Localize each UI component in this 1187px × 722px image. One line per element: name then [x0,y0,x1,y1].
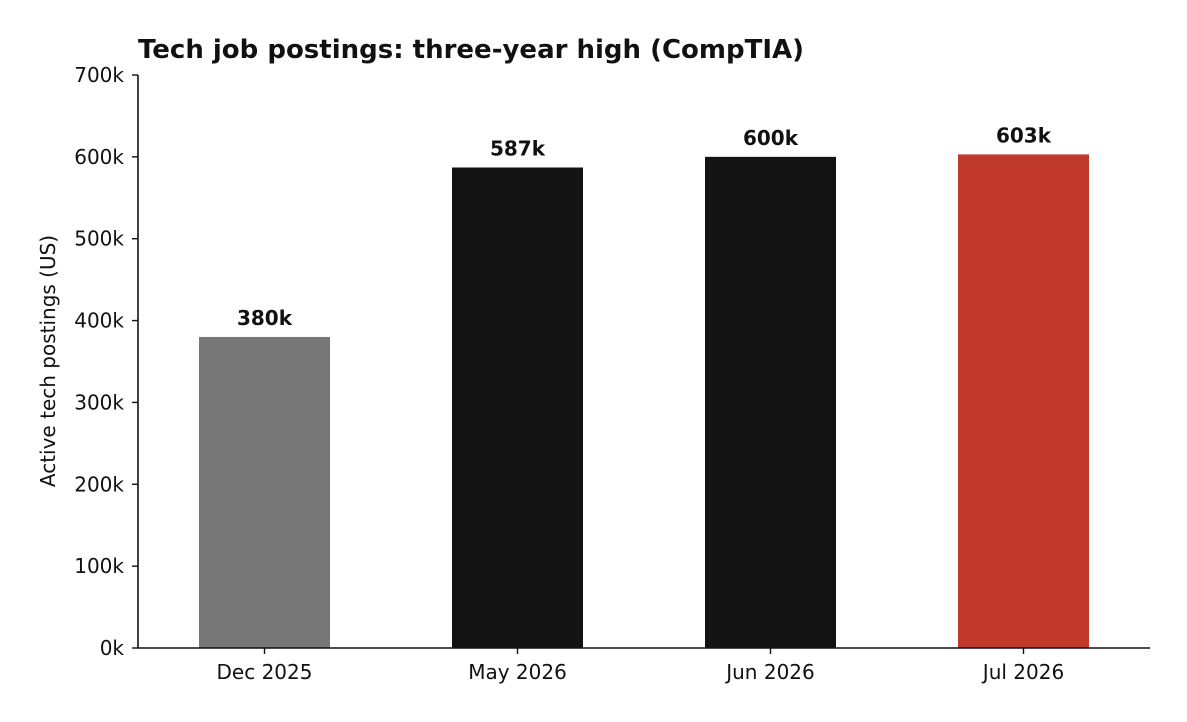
bar [452,167,583,648]
y-tick-label: 700k [74,63,124,87]
y-tick-label: 600k [74,145,124,169]
bar-value-label: 380k [237,306,293,330]
y-tick-label: 400k [74,309,124,333]
y-tick-label: 100k [74,554,124,578]
bar [705,156,836,648]
y-axis-label: Active tech postings (US) [36,235,60,487]
x-axis: Dec 2025 May 2026 Jun 2026 Jul 2026 [138,647,1150,684]
y-tick-label: 300k [74,390,124,414]
bar-value-label: 600k [743,126,799,150]
chart-title: Tech job postings: three-year high (Comp… [138,35,804,65]
y-tick-label: 0k [100,636,125,660]
bars: 380k 587k 600k 603k [199,123,1089,648]
bar-value-label: 587k [490,136,546,160]
x-tick-label: May 2026 [468,660,567,684]
x-tick-label: Jul 2026 [981,660,1064,684]
bar [199,336,330,648]
x-tick-label: Jun 2026 [724,660,815,684]
bar [958,154,1089,648]
y-tick-label: 500k [74,227,124,251]
bar-value-label: 603k [996,123,1052,147]
y-axis: 0k 100k 200k 300k 400k 500k 600k 700k [74,63,139,660]
y-tick-label: 200k [74,472,124,496]
x-tick-label: Dec 2025 [217,660,313,684]
